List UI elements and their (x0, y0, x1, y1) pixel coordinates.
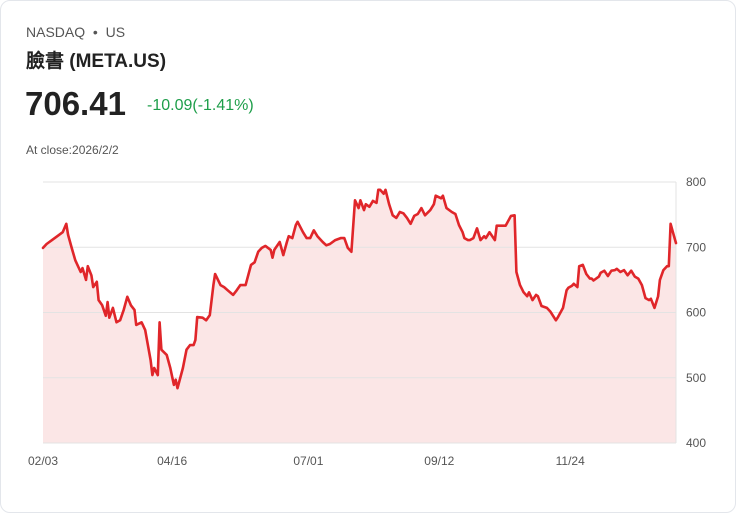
exchange: NASDAQ (26, 24, 86, 40)
x-tick-label: 07/01 (293, 454, 323, 468)
x-tick-label: 02/03 (28, 454, 58, 468)
x-tick-label: 11/24 (556, 454, 585, 468)
y-tick-label: 500 (686, 371, 706, 385)
close-label: At close:2026/2/2 (26, 143, 119, 157)
y-tick-label: 800 (686, 175, 706, 189)
price-line (41, 188, 678, 390)
x-tick-label: 09/12 (424, 454, 454, 468)
market: US (105, 24, 126, 40)
stock-price: 706.41 (25, 85, 126, 122)
price-change: -10.09(-1.41%) (147, 97, 254, 114)
separator: • (92, 24, 98, 40)
exchange-line: NASDAQ • US (26, 24, 125, 40)
y-tick-label: 400 (686, 436, 706, 450)
stock-name: 臉書 (META.US) (26, 51, 167, 72)
area-fill (43, 189, 676, 443)
x-tick-label: 04/16 (157, 454, 187, 468)
y-tick-label: 600 (686, 306, 706, 320)
y-tick-label: 700 (686, 240, 706, 254)
